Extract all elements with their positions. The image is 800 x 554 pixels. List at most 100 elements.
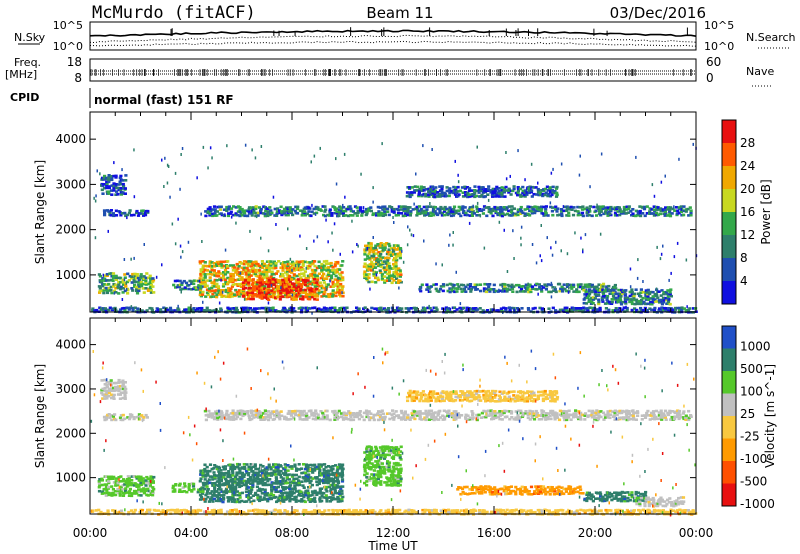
scatter-cell — [235, 262, 239, 266]
scatter-cell — [645, 212, 649, 215]
scatter-cell — [135, 492, 139, 495]
scatter-cell — [570, 208, 574, 211]
scatter-cell — [322, 277, 327, 280]
scatter-cell — [497, 195, 501, 198]
scatter-cell — [398, 256, 402, 260]
scatter-cell — [410, 193, 414, 197]
colorbar-tick-label: 24 — [740, 159, 755, 173]
scatter-cell — [256, 214, 260, 217]
scatter-cell — [425, 288, 429, 291]
scatter-cell — [275, 214, 279, 217]
scatter-cell — [302, 272, 306, 275]
noise-cell — [121, 168, 123, 172]
scatter-cell — [208, 290, 212, 294]
scatter-cell — [123, 381, 127, 384]
scatter-cell — [254, 280, 258, 284]
scatter-cell — [322, 264, 326, 268]
scatter-cell — [196, 490, 200, 494]
scatter-cell — [283, 283, 287, 286]
scatter-cell — [596, 205, 601, 208]
scatter-cell — [236, 493, 240, 497]
scatter-cell — [299, 268, 303, 272]
scatter-cell — [610, 289, 614, 292]
scatter-cell — [315, 476, 319, 479]
scatter-cell — [313, 466, 317, 469]
scatter-cell — [386, 276, 390, 280]
scatter-cell — [335, 283, 339, 286]
scatter-cell — [149, 291, 153, 294]
noise-cell — [356, 243, 358, 246]
scatter-cell — [267, 295, 271, 298]
scatter-cell — [230, 488, 234, 491]
scatter-cell — [632, 298, 636, 302]
scatter-cell — [187, 308, 191, 311]
scatter-cell — [208, 265, 212, 268]
scatter-cell — [297, 479, 301, 482]
scatter-cell — [301, 484, 305, 487]
scatter-cell — [192, 487, 196, 491]
scatter-cell — [274, 467, 278, 471]
scatter-cell — [679, 210, 684, 214]
scatter-cell — [406, 307, 411, 310]
scatter-cell — [258, 474, 262, 477]
scatter-cell — [132, 306, 136, 310]
scatter-cell — [103, 186, 107, 190]
scatter-cell — [110, 193, 114, 196]
scatter-cell — [386, 460, 390, 463]
scatter-cell — [116, 381, 120, 384]
scatter-cell — [373, 246, 378, 250]
scatter-cell — [201, 475, 205, 478]
scatter-cell — [390, 281, 394, 285]
scatter-cell — [548, 189, 552, 192]
noise-cell — [235, 221, 237, 225]
scatter-cell — [444, 306, 448, 309]
scatter-cell — [390, 277, 394, 280]
nsky-trace — [89, 40, 696, 47]
scatter-cell — [121, 281, 125, 284]
scatter-cell — [274, 272, 278, 275]
scatter-cell — [396, 468, 400, 471]
noise-cell — [660, 180, 663, 184]
scatter-cell — [114, 493, 118, 497]
scatter-cell — [503, 287, 508, 290]
noise-cell — [319, 146, 321, 150]
scatter-cell — [137, 488, 141, 491]
scatter-cell — [475, 205, 479, 208]
scatter-cell — [306, 475, 311, 479]
scatter-cell — [394, 483, 398, 487]
scatter-cell — [467, 287, 471, 291]
scatter-cell — [199, 489, 203, 493]
scatter-cell — [387, 465, 391, 469]
scatter-cell — [242, 473, 247, 476]
scatter-cell — [595, 285, 599, 289]
scatter-cell — [121, 396, 125, 400]
scatter-cell — [481, 191, 485, 194]
scatter-cell — [612, 289, 616, 292]
scatter-cell — [535, 205, 539, 209]
scatter-cell — [383, 271, 387, 274]
scatter-cell — [272, 272, 276, 276]
scatter-cell — [132, 416, 136, 419]
scatter-cell — [114, 389, 118, 392]
scatter-cell — [567, 214, 571, 217]
scatter-cell — [586, 307, 590, 310]
scatter-cell — [414, 306, 418, 310]
scatter-cell — [232, 498, 237, 501]
scatter-cell — [121, 291, 125, 294]
scatter-cell — [124, 489, 128, 493]
scatter-cell — [226, 214, 230, 218]
scatter-cell — [521, 285, 525, 288]
scatter-cell — [222, 490, 226, 494]
scatter-cell — [317, 308, 321, 312]
scatter-cell — [228, 463, 232, 466]
scatter-cell — [569, 285, 573, 289]
scatter-cell — [214, 474, 219, 477]
scatter-cell — [114, 484, 118, 487]
scatter-cell — [121, 488, 125, 491]
scatter-cell — [375, 262, 379, 266]
scatter-cell — [311, 270, 315, 273]
scatter-cell — [269, 260, 273, 263]
noise-cell — [427, 290, 430, 293]
scatter-cell — [254, 211, 258, 215]
scatter-cell — [259, 463, 263, 467]
